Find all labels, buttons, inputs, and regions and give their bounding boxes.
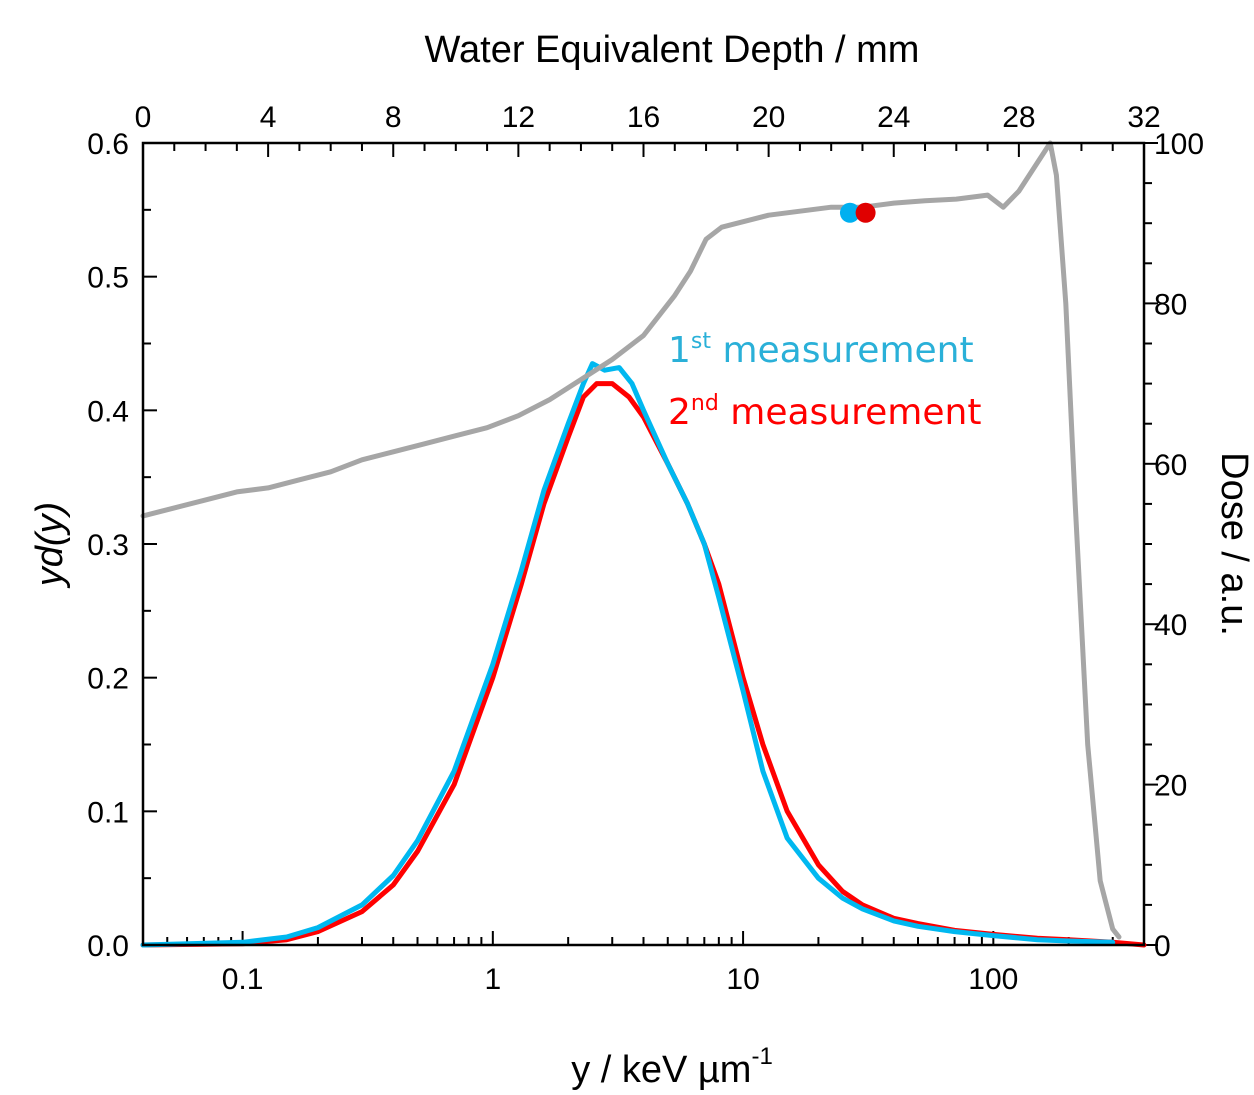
bottom-axis-title-main: y / keV µm (571, 1049, 751, 1091)
left-tick-label: 0.4 (87, 395, 129, 428)
top-tick-label: 4 (260, 101, 277, 134)
top-tick-label: 16 (627, 101, 660, 134)
left-axis-title-var: y (29, 512, 71, 536)
left-axis-title-suffix: ) (29, 502, 71, 519)
dose-marker-2 (855, 202, 876, 223)
plot-frame (141, 141, 1146, 947)
left-tick-label: 0.0 (87, 930, 129, 963)
top-tick-label: 24 (877, 101, 910, 134)
series-line-measurement-2 (140, 381, 1147, 948)
bottom-tick-label: 10 (726, 963, 759, 996)
bottom-tick-label: 100 (968, 963, 1018, 996)
series-line-measurement-1 (140, 361, 1116, 948)
top-tick-label: 12 (502, 101, 535, 134)
right-tick-label: 80 (1154, 288, 1187, 321)
legend-1-text: measurement (711, 330, 974, 371)
series-line-dose-profile (140, 140, 1122, 940)
legend-measurement-1: 1st measurement (668, 329, 974, 371)
legend-2-sup: nd (691, 391, 719, 416)
top-tick-label: 32 (1127, 101, 1160, 134)
bottom-axis-title-sup: -1 (751, 1043, 772, 1070)
dose-marker-1 (839, 202, 860, 223)
right-tick-label: 60 (1154, 449, 1187, 482)
right-tick-label: 100 (1154, 128, 1204, 161)
top-tick-label: 28 (1002, 101, 1035, 134)
right-axis-title: Dose / a.u. (1213, 452, 1254, 636)
legend-1-base: 1 (668, 330, 691, 371)
left-tick-label: 0.3 (87, 529, 129, 562)
legend-1-sup: st (691, 329, 711, 354)
bottom-axis-title: y / keV µm-1 (571, 1043, 773, 1091)
left-tick-label: 0.6 (87, 128, 129, 161)
right-tick-label: 0 (1154, 930, 1171, 963)
series-layer (140, 140, 1147, 948)
left-axis-title-prefix: yd( (29, 530, 71, 589)
top-tick-label: 8 (385, 101, 402, 134)
axis-ticks (142, 142, 1158, 946)
left-axis-title: yd(y) (29, 502, 71, 589)
left-tick-label: 0.1 (87, 796, 129, 829)
top-tick-label: 20 (752, 101, 785, 134)
bottom-tick-label: 1 (484, 963, 501, 996)
bottom-tick-label: 0.1 (222, 963, 264, 996)
legend-2-text: measurement (719, 392, 982, 433)
left-tick-label: 0.5 (87, 262, 129, 295)
right-tick-label: 20 (1154, 770, 1187, 803)
top-axis-title: Water Equivalent Depth / mm (425, 29, 920, 71)
legend-2-base: 2 (668, 392, 691, 433)
left-tick-label: 0.2 (87, 663, 129, 696)
top-tick-label: 0 (135, 101, 152, 134)
right-tick-label: 40 (1154, 609, 1187, 642)
legend-measurement-2: 2nd measurement (668, 391, 981, 433)
